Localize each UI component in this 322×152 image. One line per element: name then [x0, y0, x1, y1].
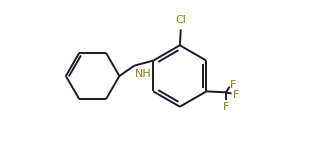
Text: F: F: [223, 102, 229, 112]
Text: F: F: [230, 80, 237, 90]
Text: F: F: [232, 90, 239, 100]
Text: Cl: Cl: [175, 16, 186, 26]
Text: NH: NH: [135, 69, 151, 79]
